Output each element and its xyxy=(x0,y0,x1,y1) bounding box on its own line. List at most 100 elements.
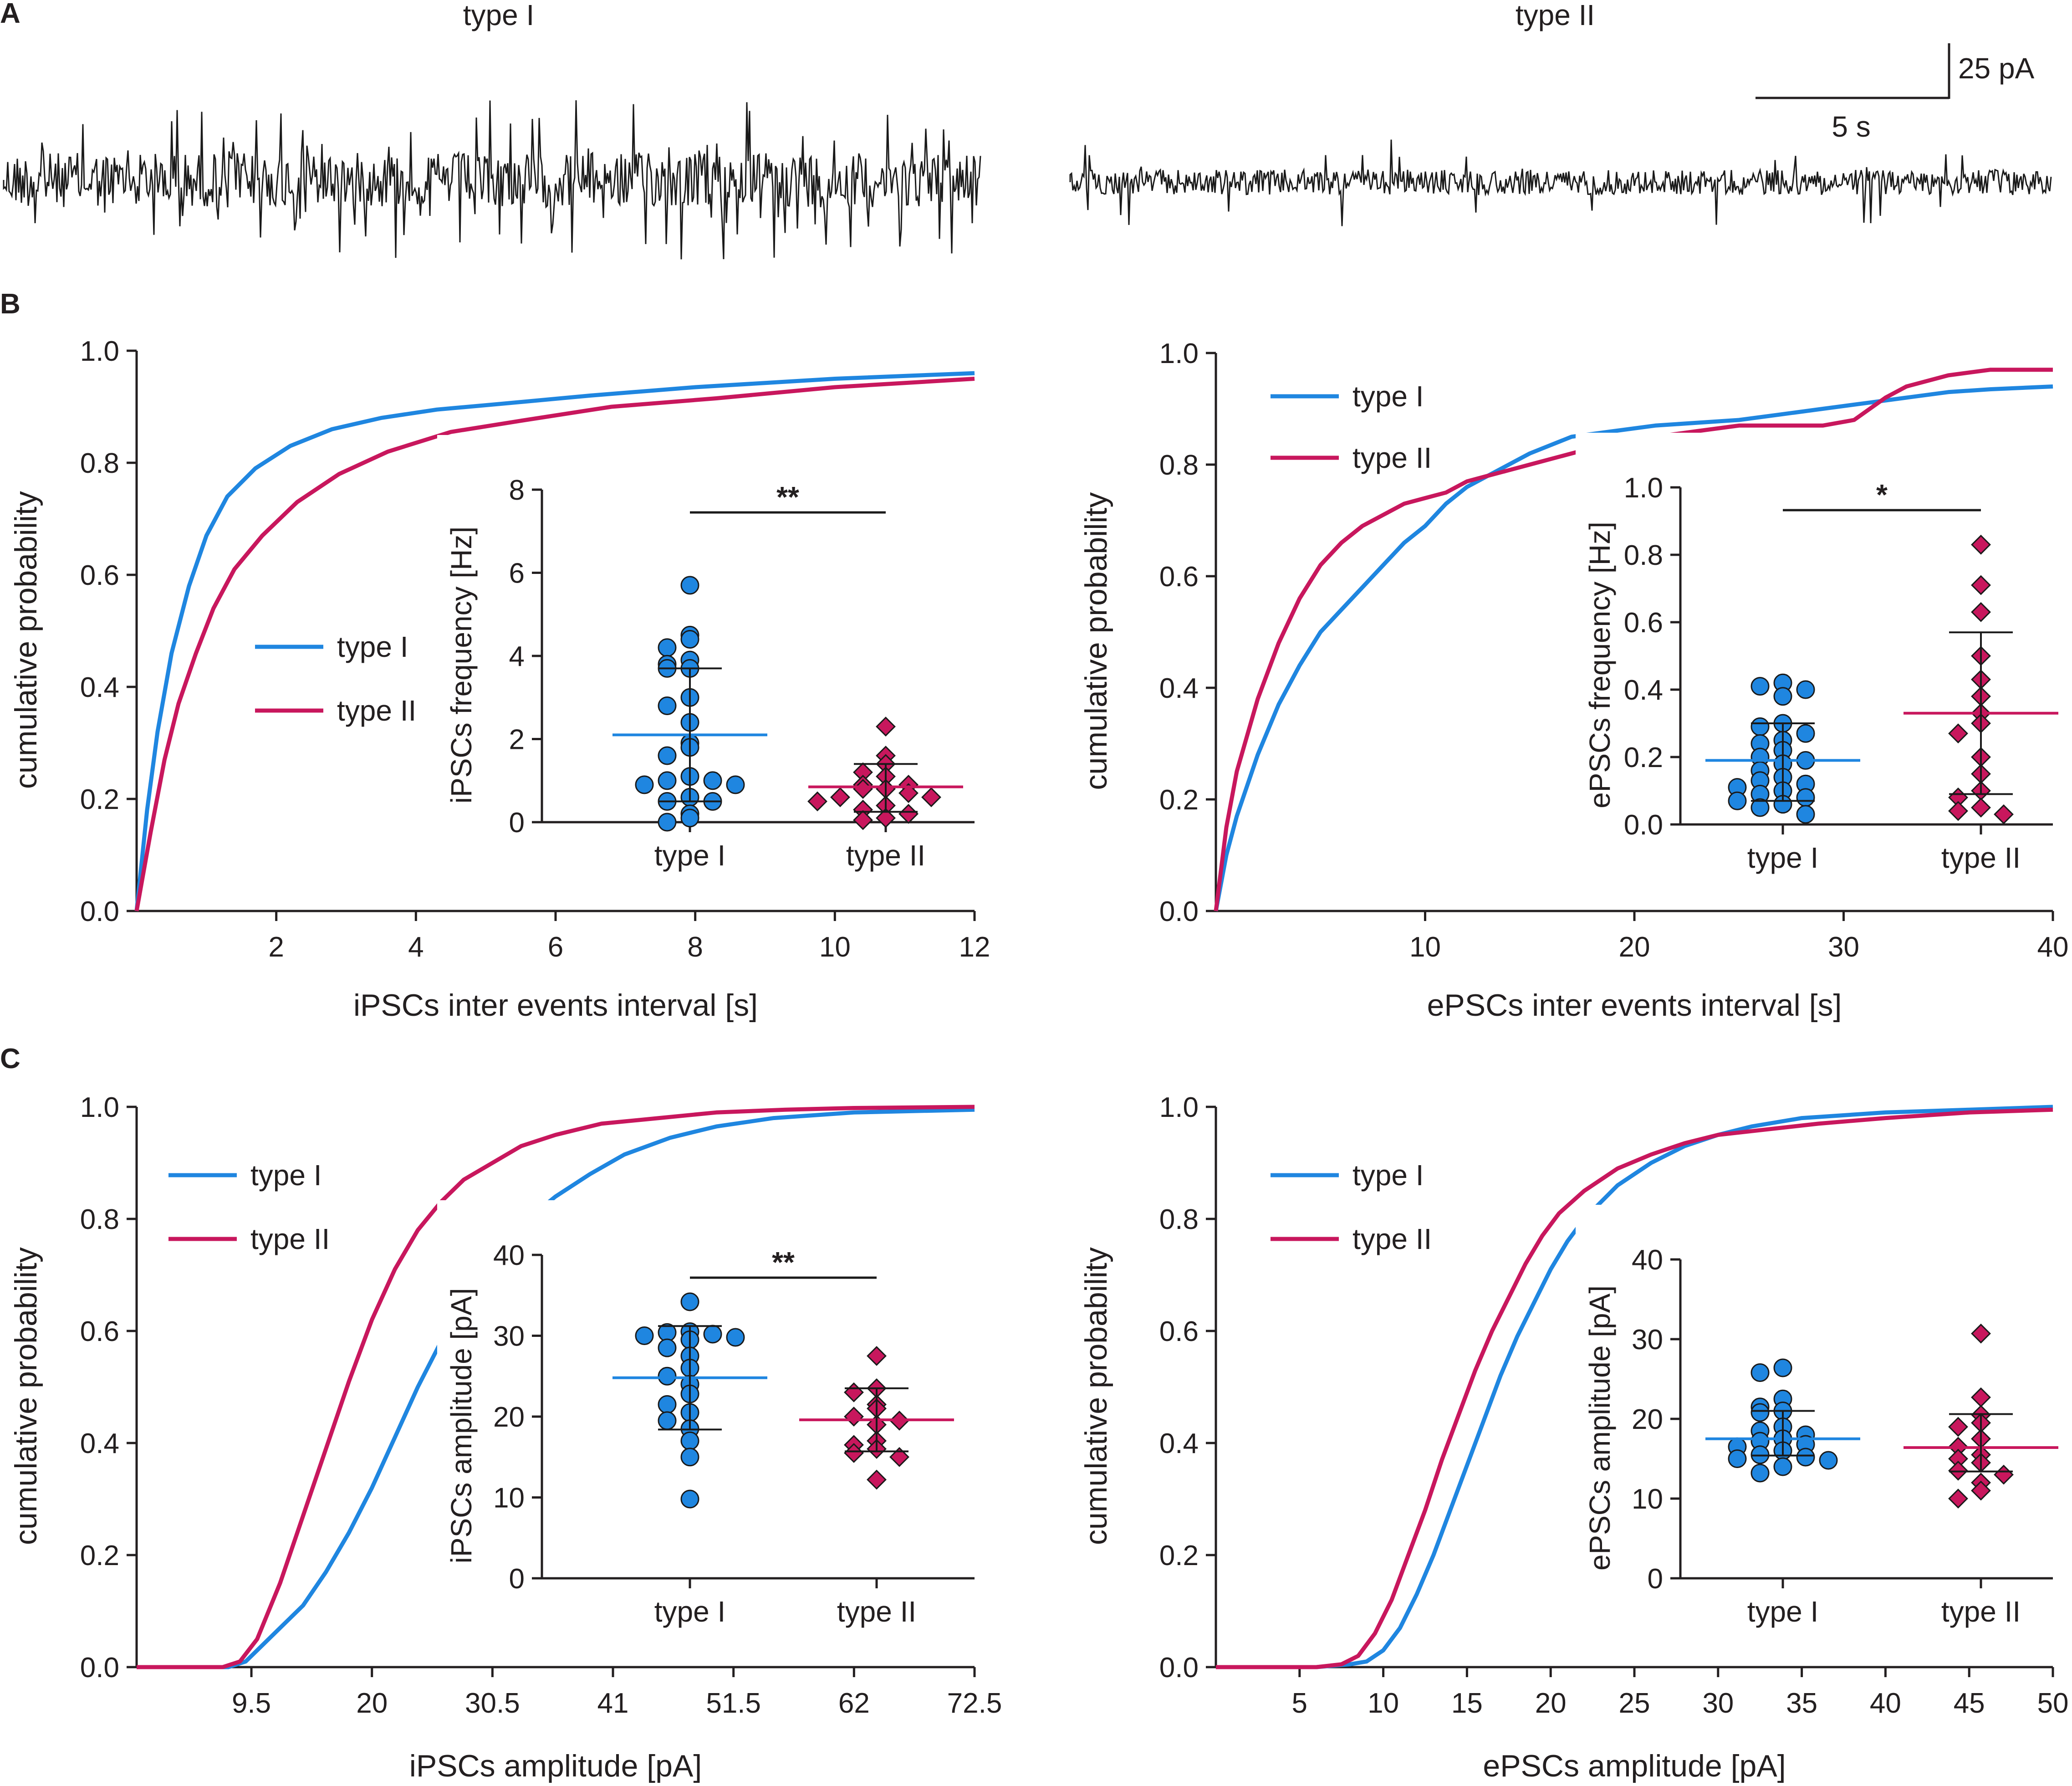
series-line-type-ii xyxy=(1214,368,2053,911)
inset-y-tick-label: 0.6 xyxy=(1624,607,1663,639)
y-axis-label: cumulative probability xyxy=(1079,492,1113,790)
y-tick-label: 0.8 xyxy=(1159,450,1199,481)
legend-label-type-i: type I xyxy=(1352,1159,1424,1192)
legend-label-type-i: type I xyxy=(337,630,408,663)
panel-a-traces: type I type II 25 pA 5 s xyxy=(3,0,2052,260)
y-axis-label: cumulative probability xyxy=(9,1247,43,1545)
inset-y-tick-label: 0.2 xyxy=(1624,742,1663,773)
data-point-type-ii xyxy=(1971,575,1991,595)
series-line-type-i xyxy=(1216,1105,2053,1669)
inset-y-tick-label: 0.8 xyxy=(1624,540,1663,571)
data-point-type-ii xyxy=(898,783,919,803)
y-tick-label: 0.6 xyxy=(1159,1316,1199,1347)
scale-time-label: 5 s xyxy=(1832,110,1870,143)
y-tick-label: 0.0 xyxy=(80,1652,119,1684)
series-line-type-ii xyxy=(134,377,975,911)
data-point-type-i xyxy=(726,1328,745,1347)
inset-y-tick-label: 6 xyxy=(509,558,525,589)
x-tick-label: 62 xyxy=(838,1688,870,1719)
x-tick-label: 30.5 xyxy=(465,1688,520,1719)
scale-bar: 25 pA 5 s xyxy=(1756,43,2035,143)
series-line-type-ii xyxy=(137,1105,975,1669)
x-tick-label: 35 xyxy=(1786,1688,1817,1719)
data-point-type-ii xyxy=(853,810,873,830)
data-point-type-ii xyxy=(1971,602,1991,622)
inset-y-tick-label: 0 xyxy=(1648,1563,1663,1595)
chart-b-right: 0.0 0.2 0.4 0.6 0.8 1.0 10 20 30 40 cumulative pro… xyxy=(1079,338,2068,1023)
inset-y-tick-label: 8 xyxy=(509,475,525,506)
data-point-type-ii xyxy=(853,779,873,799)
inset-y-tick-label: 20 xyxy=(1632,1404,1663,1435)
y-tick-label: 0.6 xyxy=(1159,561,1199,593)
data-point-type-i xyxy=(658,771,677,790)
y-tick-label: 1.0 xyxy=(1159,338,1199,369)
inset-y-tick-label: 10 xyxy=(493,1483,525,1514)
data-point-type-ii xyxy=(1948,1489,1968,1509)
inset-y-tick-label: 0.0 xyxy=(1624,809,1663,841)
data-point-type-i xyxy=(680,1489,699,1509)
trace-title-type-ii: type II xyxy=(1516,0,1595,31)
x-tick-label: 41 xyxy=(597,1688,629,1719)
data-point-type-i xyxy=(1773,1457,1792,1476)
legend-label-type-i: type I xyxy=(1352,380,1424,413)
x-tick-label: 30 xyxy=(1702,1688,1734,1719)
inset-category-label: type I xyxy=(654,839,726,872)
y-tick-label: 0.2 xyxy=(1159,1540,1199,1571)
inset-y-tick-label: 30 xyxy=(1632,1324,1663,1356)
trace-title-type-i: type I xyxy=(463,0,535,31)
data-point-type-i xyxy=(703,1325,722,1344)
data-point-type-i xyxy=(680,1292,699,1311)
significance-label: * xyxy=(1876,478,1888,511)
data-point-type-ii xyxy=(853,799,873,820)
data-point-type-i xyxy=(1773,687,1792,706)
data-point-type-ii xyxy=(830,787,850,808)
x-tick-label: 30 xyxy=(1828,931,1859,963)
data-point-type-ii xyxy=(1948,801,1968,821)
legend-label-type-ii: type II xyxy=(1352,1223,1432,1255)
x-tick-label: 10 xyxy=(1368,1688,1399,1719)
data-point-type-ii xyxy=(1971,1323,1991,1344)
inset-y-tick-label: 10 xyxy=(1632,1484,1663,1515)
inset-y-tick-label: 0 xyxy=(509,807,525,839)
x-tick-label: 8 xyxy=(687,931,703,963)
data-point-type-i xyxy=(658,1411,677,1430)
y-tick-label: 1.0 xyxy=(80,336,119,367)
chart-c-right: 0.0 0.2 0.4 0.6 0.8 1.0 5 10 15 20 25 30 35 40 45 50 cum… xyxy=(1079,1092,2068,1783)
inset-y-tick-label: 0.4 xyxy=(1624,675,1663,706)
data-point-type-i xyxy=(1796,805,1815,824)
data-point-type-i xyxy=(726,775,745,794)
inset-y-axis-label: iPSCs amplitude [pA] xyxy=(445,1288,478,1564)
data-point-type-i xyxy=(1819,1451,1838,1470)
inset-y-tick-label: 40 xyxy=(493,1240,525,1271)
data-point-type-i xyxy=(1750,1363,1770,1382)
x-tick-label: 20 xyxy=(1535,1688,1567,1719)
data-point-type-i xyxy=(1750,798,1770,817)
x-tick-label: 20 xyxy=(356,1688,388,1719)
data-point-type-i xyxy=(1796,788,1815,807)
inset-y-axis-label: ePSCs frequency [Hz] xyxy=(1583,522,1616,809)
data-point-type-ii xyxy=(876,716,896,737)
data-point-type-ii xyxy=(1994,1464,2014,1485)
inset-category-label: type I xyxy=(654,1595,726,1628)
y-axis-label: cumulative probability xyxy=(1079,1247,1113,1545)
inset-category-label: type II xyxy=(837,1595,916,1628)
y-tick-label: 0.0 xyxy=(1159,896,1199,927)
data-point-type-i xyxy=(680,630,699,649)
data-point-type-i xyxy=(1796,1448,1815,1467)
y-tick-label: 0.4 xyxy=(1159,1428,1199,1459)
x-tick-label: 10 xyxy=(819,931,851,963)
x-tick-label: 20 xyxy=(1619,931,1650,963)
legend-label-type-ii: type II xyxy=(250,1223,330,1255)
data-point-type-i xyxy=(680,809,699,828)
data-point-type-i xyxy=(1750,1403,1770,1422)
data-point-type-i xyxy=(658,813,677,832)
data-point-type-ii xyxy=(853,762,873,783)
inset-category-label: type II xyxy=(846,839,925,872)
x-axis-label: iPSCs inter events interval [s] xyxy=(353,988,758,1023)
y-tick-label: 0.0 xyxy=(80,896,119,927)
data-point-type-i xyxy=(635,1326,654,1345)
data-point-type-i xyxy=(1750,717,1770,736)
x-tick-label: 6 xyxy=(548,931,563,963)
data-point-type-i xyxy=(658,1338,677,1357)
inset-category-label: type I xyxy=(1747,1595,1819,1628)
